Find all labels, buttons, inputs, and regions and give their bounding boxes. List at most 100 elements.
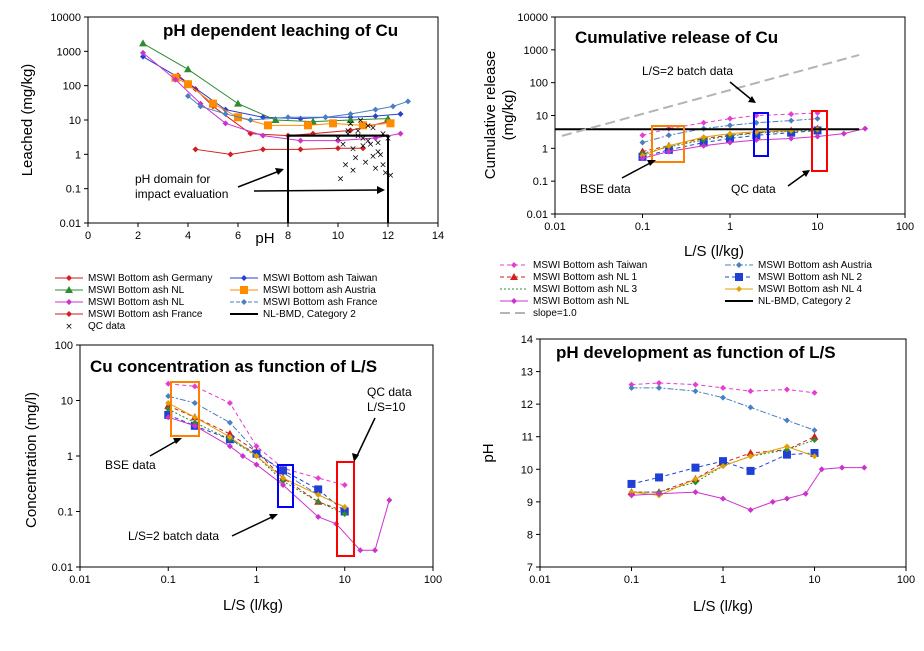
data-point: × [352, 154, 360, 164]
x-tick-label: 2 [135, 230, 141, 242]
data-point [656, 384, 663, 391]
x-axis-label-ph-leaching: pH [255, 230, 274, 247]
x-tick-label: 0.1 [161, 574, 176, 586]
data-point: × [342, 161, 350, 171]
y-tick-label: 1000 [524, 45, 548, 57]
y-axis-label-cumulative-line1: Cumulative release [482, 51, 499, 179]
legend-label: MSWI Bottom ash NL 2 [758, 272, 863, 283]
x-tick-label: 0.01 [544, 221, 565, 233]
data-point [783, 386, 790, 393]
data-point [839, 464, 846, 471]
data-point: × [369, 124, 377, 134]
data-point [788, 111, 795, 118]
data-point [862, 125, 869, 132]
data-point [191, 414, 198, 421]
data-point [347, 110, 354, 117]
data-point [720, 384, 726, 391]
series-1 [628, 384, 818, 434]
data-point [692, 381, 699, 388]
annotation-bse-data-conc: BSE data [105, 458, 156, 472]
arrow-head [377, 186, 385, 194]
legend-marker [66, 311, 72, 317]
data-point [315, 498, 322, 505]
data-point [628, 384, 635, 391]
chart-title-concentration: Cu concentration as function of L/S [90, 357, 377, 376]
y-tick-label: 0.01 [60, 218, 81, 230]
data-point: × [337, 174, 345, 184]
arrow-line [253, 189, 381, 192]
data-point [386, 497, 393, 504]
series-line [631, 387, 815, 431]
data-point [811, 436, 818, 443]
data-point [260, 146, 266, 153]
legend-label: MSWI Bottom ash NL 1 [533, 272, 638, 283]
data-point [280, 478, 287, 485]
data-point [747, 507, 754, 513]
data-point [818, 466, 825, 473]
y-axis-label-concentration: Concentration (mg/l) [23, 392, 40, 528]
qc-box [336, 461, 355, 557]
x-axis-label-concentration: L/S (l/kg) [223, 597, 283, 614]
arrow-line [787, 172, 807, 187]
data-point [191, 383, 198, 390]
annotation-ls10-conc: L/S=10 [367, 400, 406, 414]
data-point [191, 422, 198, 429]
annotation-ph-domain-line2: impact evaluation [135, 187, 228, 201]
data-point [639, 155, 646, 162]
series-line [561, 53, 860, 137]
data-point [191, 419, 198, 426]
arrow-line [237, 169, 283, 188]
series-4 [165, 406, 348, 518]
legend-label: MSWI Bottom ash NL 4 [758, 284, 863, 295]
data-point: × [349, 166, 357, 176]
series-3 [627, 449, 819, 488]
data-point [297, 137, 304, 144]
data-point [335, 137, 341, 144]
data-point [390, 103, 396, 110]
data-point [140, 53, 146, 60]
chart-title-ph-leaching: pH dependent leaching of Cu [163, 21, 398, 40]
data-point [139, 39, 147, 47]
data-point [810, 432, 819, 440]
data-point: × [387, 171, 395, 181]
y-tick-label: 10 [536, 111, 548, 123]
data-point: × [359, 134, 367, 144]
data-point [746, 466, 755, 475]
panel-cumulative-release: 0.01 0.1 1 10 100 0.01 0.1 1 10 100 1000 10000 [517, 12, 914, 233]
series-8 [561, 53, 860, 137]
bse-box [170, 381, 200, 437]
legend-label: MSWI bottom ash Austria [263, 285, 376, 296]
annotation-qc-data: QC data [731, 182, 776, 196]
y-tick-label: 100 [63, 81, 81, 93]
batch-box [277, 464, 294, 508]
x-axis-label-ph-development: L/S (l/kg) [693, 598, 753, 615]
data-point: × [364, 137, 372, 147]
y-tick-label: 10000 [517, 12, 548, 24]
series-5 [185, 93, 411, 123]
data-point [226, 400, 233, 407]
legend-label: NL-BMD, Category 2 [263, 309, 356, 320]
y-tick-label: 0.01 [527, 209, 548, 221]
data-point [720, 495, 726, 502]
data-point [226, 443, 233, 450]
data-point [769, 498, 776, 505]
x-tick-label: 1 [720, 574, 726, 586]
data-point [783, 443, 790, 450]
data-point [192, 146, 199, 153]
arrow-head [802, 170, 810, 177]
data-point [184, 80, 192, 89]
data-point [315, 475, 322, 482]
series-0 [628, 379, 818, 396]
series-4 [140, 49, 404, 144]
data-point [727, 139, 733, 146]
data-point: × [364, 121, 372, 131]
series-line [168, 383, 345, 486]
data-point [222, 110, 229, 117]
legend-label: slope=1.0 [533, 308, 577, 319]
legend-cumulative: MSWI Bottom ash Taiwan MSWI Bottom ash Au… [500, 260, 872, 319]
series-7: ××××××××××××× ×× ×× ××××××××××××× [334, 116, 394, 184]
legend-label: MSWI Bottom ash Taiwan [533, 260, 647, 271]
data-point [639, 132, 646, 139]
data-point [783, 417, 790, 424]
legend-marker [241, 275, 247, 281]
